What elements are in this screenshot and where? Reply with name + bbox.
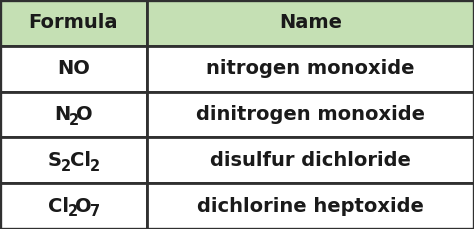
Bar — [147, 46, 474, 92]
Text: N: N — [55, 105, 71, 124]
Bar — [0, 0, 147, 46]
Text: 2: 2 — [61, 158, 71, 174]
Text: 2: 2 — [68, 204, 78, 219]
Text: Cl: Cl — [48, 197, 69, 215]
Text: O: O — [75, 197, 92, 215]
Text: NO: NO — [57, 59, 90, 78]
Bar — [0, 183, 147, 229]
Bar — [147, 183, 474, 229]
Text: disulfur dichloride: disulfur dichloride — [210, 151, 411, 170]
Bar — [0, 92, 147, 137]
Text: 7: 7 — [90, 204, 100, 219]
Text: dichlorine heptoxide: dichlorine heptoxide — [197, 197, 424, 215]
Text: Cl: Cl — [70, 151, 91, 170]
Text: 2: 2 — [90, 158, 100, 174]
Bar — [0, 137, 147, 183]
Text: 2: 2 — [68, 113, 79, 128]
Bar — [147, 137, 474, 183]
Text: nitrogen monoxide: nitrogen monoxide — [206, 59, 415, 78]
Text: O: O — [76, 105, 92, 124]
Bar — [147, 0, 474, 46]
Bar — [147, 92, 474, 137]
Text: Name: Name — [279, 14, 342, 32]
Text: Formula: Formula — [29, 14, 118, 32]
Text: S: S — [48, 151, 62, 170]
Bar — [0, 46, 147, 92]
Text: dinitrogen monoxide: dinitrogen monoxide — [196, 105, 425, 124]
